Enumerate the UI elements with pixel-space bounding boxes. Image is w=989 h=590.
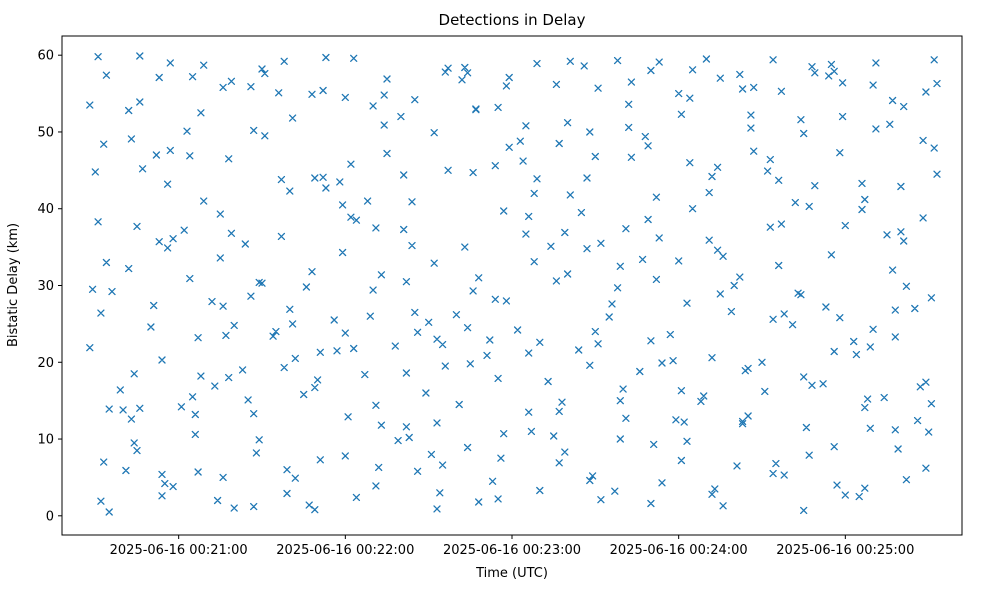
x-tick-label: 2025-06-16 00:24:00 xyxy=(610,543,748,558)
chart-title: Detections in Delay xyxy=(439,11,586,29)
y-tick-label: 20 xyxy=(37,356,54,371)
y-tick-label: 30 xyxy=(37,279,54,294)
x-tick-label: 2025-06-16 00:23:00 xyxy=(443,543,581,558)
y-tick-label: 0 xyxy=(46,509,54,524)
x-axis-label: Time (UTC) xyxy=(475,566,548,581)
y-tick-label: 50 xyxy=(37,125,54,140)
y-tick-label: 60 xyxy=(37,49,54,64)
scatter-points xyxy=(86,52,941,516)
x-tick-label: 2025-06-16 00:21:00 xyxy=(110,543,248,558)
y-tick-label: 40 xyxy=(37,202,54,217)
axes-box xyxy=(61,35,963,536)
x-tick-label: 2025-06-16 00:25:00 xyxy=(776,543,914,558)
y-axis-label: Bistatic Delay (km) xyxy=(6,223,21,347)
y-tick-label: 10 xyxy=(37,433,54,448)
x-tick-label: 2025-06-16 00:22:00 xyxy=(276,543,414,558)
